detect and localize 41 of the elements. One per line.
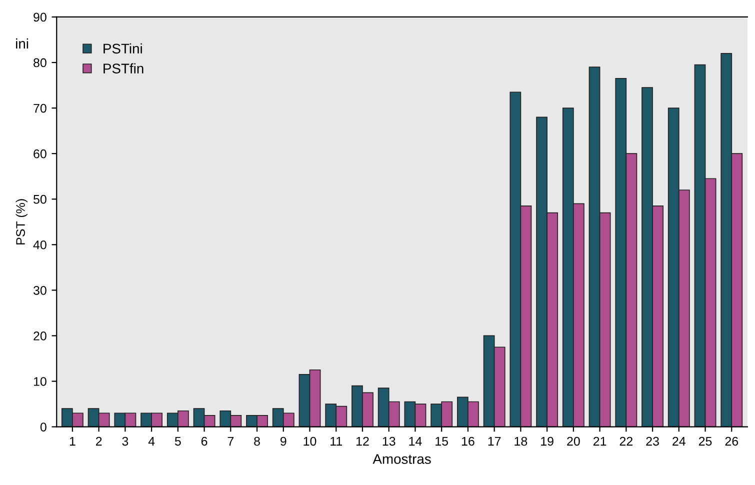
x-tick-label: 20 [567, 436, 580, 446]
x-tick-label: 8 [254, 436, 260, 446]
x-tick-label: 6 [201, 436, 208, 446]
x-tick-label: 22 [620, 436, 632, 446]
x-tick-label: 17 [488, 436, 501, 446]
y-tick-label: 80 [34, 58, 46, 68]
y-tick-label: 30 [33, 286, 46, 295]
y-tick-label: 10 [34, 377, 46, 386]
x-tick-label: 16 [462, 436, 474, 446]
x-tick-label: 15 [436, 436, 448, 446]
x-tick-label: 5 [174, 436, 181, 446]
x-tick-label: 21 [593, 436, 606, 446]
x-tick-label: 7 [228, 436, 234, 446]
x-tick-label: 4 [148, 436, 155, 446]
y-tick-label: 70 [34, 104, 46, 113]
legend-label: PSTfin [104, 63, 144, 74]
y-tick-label: 0 [40, 422, 46, 432]
x-tick-label: 26 [725, 436, 738, 446]
y-tick-label: 50 [34, 194, 46, 204]
x-axis-title: Amostras [372, 454, 431, 464]
x-tick-label: 23 [646, 436, 659, 446]
x-tick-label: 19 [541, 436, 554, 446]
x-tick-label: 13 [382, 436, 396, 446]
x-tick-label: 25 [698, 436, 712, 446]
y-tick-label: 40 [33, 240, 46, 250]
y-tick-label: 20 [34, 332, 46, 340]
y-tick-label: 90 [34, 12, 46, 22]
text: ini [16, 38, 28, 48]
x-tick-label: 9 [280, 436, 286, 446]
x-tick-label: 14 [409, 436, 422, 446]
x-tick-label: 3 [122, 436, 128, 446]
y-tick-label: 60 [34, 149, 46, 158]
x-tick-label: 18 [514, 436, 528, 446]
x-tick-label: 10 [304, 436, 316, 446]
x-tick-label: 2 [96, 436, 102, 446]
legend-label: PSTini [104, 43, 142, 54]
x-tick-label: 11 [330, 436, 342, 446]
x-tick-label: 24 [672, 436, 686, 446]
y-axis-title: PST (%) [16, 199, 28, 244]
x-tick-label: 1 [70, 436, 76, 446]
x-tick-label: 12 [356, 436, 369, 446]
